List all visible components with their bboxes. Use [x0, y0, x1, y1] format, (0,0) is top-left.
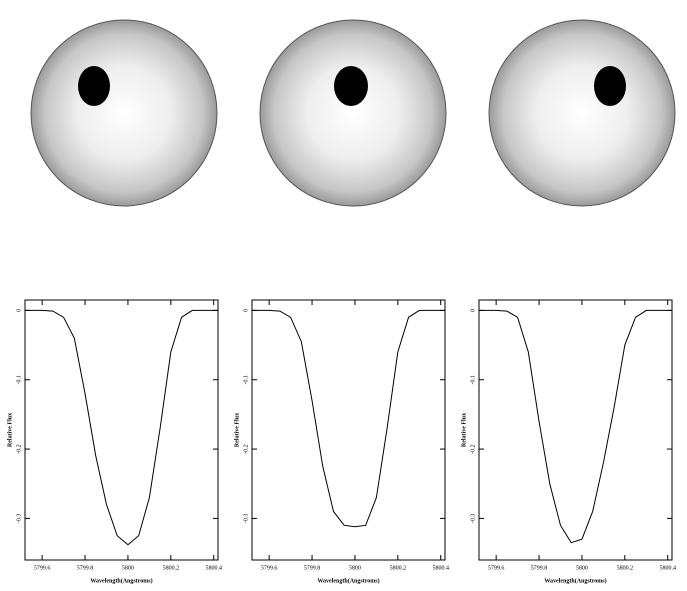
x-axis-label: Wavelength(Angstroms)	[317, 577, 379, 584]
star-disks	[30, 19, 676, 207]
star-spot	[78, 66, 110, 106]
x-tick-label: 5800	[349, 565, 361, 571]
profile-line	[25, 309, 218, 546]
x-tick-label: 5800	[576, 565, 588, 571]
y-tick-label: 0	[243, 309, 249, 312]
star-spot	[594, 66, 626, 106]
y-tick-label: -0.2	[16, 444, 22, 454]
x-tick-label: 5799.6	[488, 565, 505, 571]
line-profile-plot: 5799.6 5799.8 5800 5800.2 5800.4 0 -0.1 -0.2 -0.…	[461, 299, 676, 584]
y-tick-label: 0	[470, 309, 476, 312]
x-axis-label: Wavelength(Angstroms)	[90, 577, 152, 584]
x-tick-label: 5800	[122, 565, 134, 571]
star-disk	[259, 19, 447, 207]
line-profile-plot: 5799.6 5799.8 5800 5800.2 5800.4 0 -0.1 -0.2 -0.…	[7, 299, 222, 584]
plot-frame	[24, 299, 219, 561]
y-axis-label: Relative Flux	[234, 413, 240, 447]
y-tick-label: -0.2	[243, 444, 249, 454]
x-tick-label: 5800.4	[432, 565, 449, 571]
y-axis-label: Relative Flux	[7, 413, 13, 447]
plot-frame	[251, 299, 446, 561]
x-tick-label: 5800.2	[617, 565, 634, 571]
y-tick-label: -0.3	[470, 514, 476, 524]
y-tick-label: -0.3	[16, 514, 22, 524]
y-axis-label: Relative Flux	[461, 413, 467, 447]
x-tick-label: 5799.6	[34, 565, 51, 571]
x-tick-label: 5799.8	[304, 565, 321, 571]
x-tick-label: 5800.4	[659, 565, 676, 571]
y-tick-label: -0.1	[243, 375, 249, 385]
line-profile-plot: 5799.6 5799.8 5800 5800.2 5800.4 0 -0.1 -0.2 -0.…	[234, 299, 449, 584]
y-tick-label: -0.2	[470, 444, 476, 454]
x-axis-label: Wavelength(Angstroms)	[544, 577, 606, 584]
star-disk	[488, 19, 676, 207]
y-tick-label: 0	[16, 309, 22, 312]
x-tick-label: 5799.6	[261, 565, 278, 571]
plot-frame	[478, 299, 673, 561]
x-tick-label: 5799.8	[531, 565, 548, 571]
profile-line	[479, 309, 672, 544]
x-tick-label: 5799.8	[77, 565, 94, 571]
x-tick-label: 5800.2	[390, 565, 407, 571]
y-tick-label: -0.3	[243, 514, 249, 524]
y-tick-label: -0.1	[16, 375, 22, 385]
x-tick-label: 5800.2	[163, 565, 180, 571]
y-tick-label: -0.1	[470, 375, 476, 385]
star-spot	[334, 66, 368, 106]
star-disk	[30, 19, 218, 207]
profile-line	[252, 309, 445, 528]
x-tick-label: 5800.4	[205, 565, 222, 571]
